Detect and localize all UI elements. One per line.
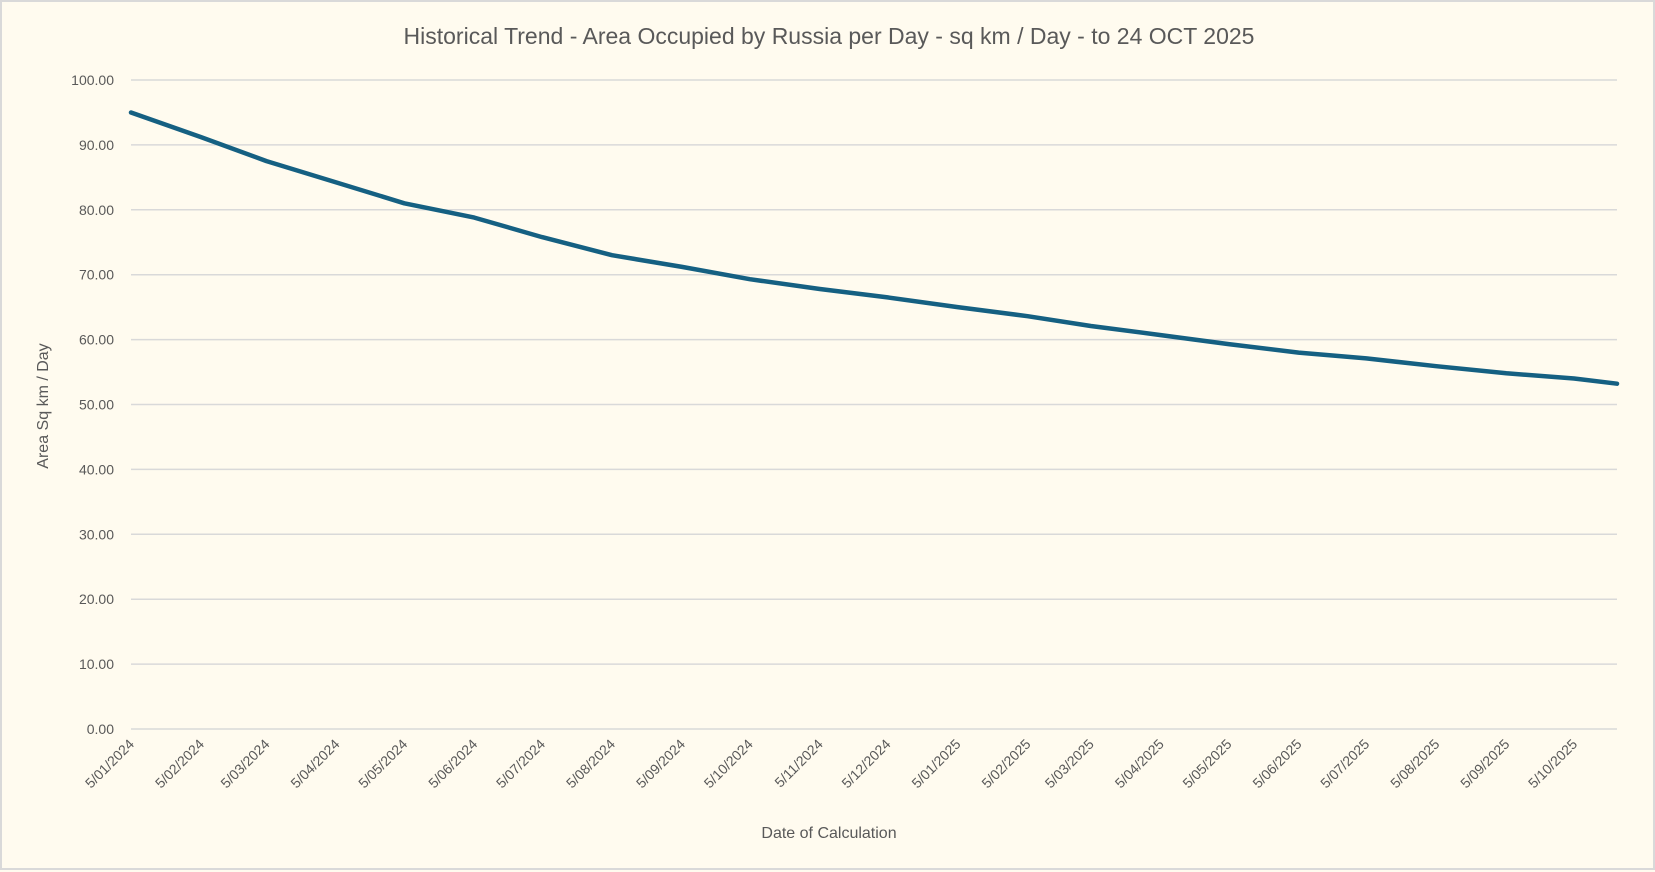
series-line [128, 110, 1620, 386]
x-tick-label: 5/05/2025 [1179, 736, 1235, 792]
y-tick-label: 0.00 [87, 721, 114, 737]
x-axis-title: Date of Calculation [761, 825, 896, 842]
y-tick-label: 80.00 [79, 202, 114, 218]
x-tick-label: 5/10/2025 [1525, 736, 1581, 792]
y-tick-label: 10.00 [79, 656, 114, 672]
x-tick-label: 5/07/2024 [493, 736, 549, 792]
y-tick-label: 40.00 [79, 461, 114, 477]
x-tick-label: 5/09/2024 [633, 736, 689, 792]
x-tick-label: 5/03/2024 [217, 736, 273, 792]
y-tick-label: 30.00 [79, 526, 114, 542]
x-tick-label: 5/11/2024 [771, 736, 826, 791]
x-tick-label: 5/06/2024 [425, 736, 481, 792]
y-tick-label: 90.00 [79, 137, 114, 153]
x-tick-label: 5/03/2025 [1042, 736, 1098, 792]
x-tick-label: 5/06/2025 [1249, 736, 1305, 792]
x-tick-label: 5/08/2025 [1387, 736, 1443, 792]
x-tick-label: 5/12/2024 [838, 736, 894, 792]
x-tick-label: 5/10/2024 [701, 736, 757, 792]
x-tick-label: 5/08/2024 [563, 736, 619, 792]
y-tick-label: 50.00 [79, 397, 114, 413]
x-tick-label: 5/04/2025 [1112, 736, 1168, 792]
y-tick-label: 70.00 [79, 267, 114, 283]
x-tick-label: 5/04/2024 [287, 736, 343, 792]
chart-title: Historical Trend - Area Occupied by Russ… [404, 23, 1255, 49]
x-tick-label: 5/09/2025 [1457, 736, 1513, 792]
x-tick-label: 5/01/2025 [908, 736, 964, 792]
x-tick-label: 5/05/2024 [355, 736, 411, 792]
x-tick-label: 5/01/2024 [82, 736, 138, 792]
y-axis-title: Area Sq km / Day [35, 343, 52, 468]
x-tick-label: 5/02/2024 [152, 736, 208, 792]
x-tick-label: 5/07/2025 [1317, 736, 1373, 792]
y-tick-label: 20.00 [79, 591, 114, 607]
y-tick-label: 100.00 [71, 72, 114, 88]
y-tick-label: 60.00 [79, 332, 114, 348]
x-tick-label: 5/02/2025 [978, 736, 1034, 792]
